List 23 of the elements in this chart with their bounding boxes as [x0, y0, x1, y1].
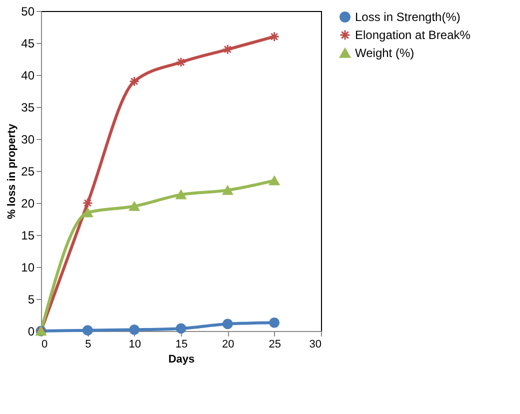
y-tick-label: 30: [21, 132, 35, 146]
legend-label: Loss in Strength(%): [355, 10, 460, 24]
x-tick-label: 25: [268, 338, 281, 350]
y-tick-label: 35: [21, 100, 35, 114]
x-tick-label: 0: [42, 338, 48, 350]
legend-label: Elongation at Break%: [355, 28, 471, 42]
y-tick-label: 45: [21, 36, 35, 50]
x-tick-label: 20: [222, 338, 234, 350]
y-tick-label: 10: [21, 260, 35, 274]
y-axis-title: % loss in property: [6, 122, 18, 220]
x-tick-label: 30: [309, 338, 322, 350]
x-tick-label: 5: [85, 338, 92, 350]
y-tick-label: 40: [21, 68, 35, 82]
legend-label: Weight (%): [355, 46, 414, 60]
x-tick-label: 15: [175, 338, 188, 350]
y-tick-label: 5: [28, 292, 35, 306]
x-axis-title: Days: [168, 354, 195, 366]
y-tick-label: 50: [21, 4, 35, 18]
y-tick-label: 25: [21, 164, 35, 178]
y-tick-label: 20: [21, 196, 35, 210]
x-tick-label: 10: [128, 338, 141, 350]
y-tick-label: 0: [28, 324, 35, 338]
y-tick-label: 15: [21, 228, 35, 242]
